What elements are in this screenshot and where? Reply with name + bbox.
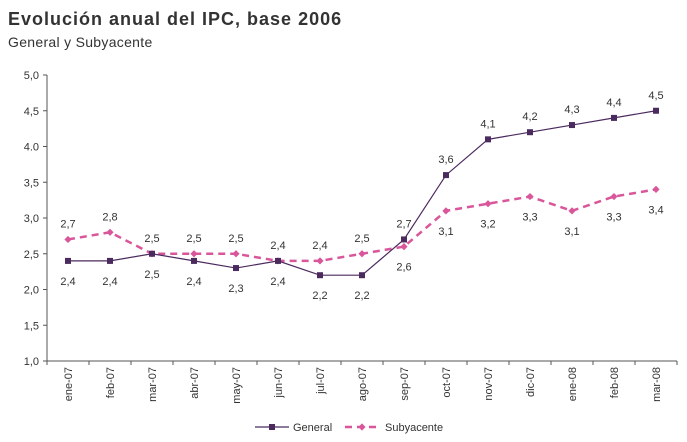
x-tick-label: jul-07 — [315, 367, 327, 395]
x-tick-label: ene-07 — [63, 367, 75, 401]
point-general — [275, 257, 281, 264]
x-tick-label: sep-07 — [399, 367, 411, 401]
y-tick-label: 2,5 — [24, 249, 39, 261]
data-label-subyacente: 3,3 — [522, 212, 537, 224]
data-label-subyacente: 3,2 — [480, 219, 495, 231]
data-label-general: 4,1 — [480, 118, 495, 130]
point-general — [653, 107, 659, 114]
data-label-general: 2,5 — [144, 233, 159, 245]
data-label-subyacente: 2,5 — [144, 269, 159, 281]
x-tick-label: abr-07 — [189, 367, 201, 399]
point-general — [611, 114, 617, 121]
data-label-subyacente: 3,1 — [438, 226, 453, 238]
point-subyacente — [610, 192, 618, 201]
data-label-general: 2,4 — [186, 276, 201, 288]
point-subyacente — [526, 192, 534, 201]
data-label-general: 2,2 — [312, 290, 327, 302]
legend-label-subyacente: Subyacente — [385, 422, 443, 434]
chart-subtitle: General y Subyacente — [8, 34, 153, 50]
y-tick-label: 5,0 — [24, 70, 39, 82]
point-general — [317, 272, 323, 279]
point-subyacente — [400, 243, 408, 251]
data-label-subyacente: 3,3 — [606, 212, 621, 224]
point-subyacente — [484, 200, 492, 208]
data-label-general: 2,4 — [270, 240, 285, 252]
point-subyacente — [64, 235, 72, 244]
x-tick-label: jun-07 — [273, 367, 285, 399]
data-label-general: 2,4 — [60, 276, 75, 288]
data-label-general: 3,6 — [438, 154, 453, 166]
point-subyacente — [568, 207, 576, 215]
y-tick-label: 3,5 — [24, 177, 39, 189]
point-general — [359, 272, 365, 279]
x-tick-label: oct-07 — [441, 367, 453, 398]
data-label-subyacente: 2,4 — [312, 240, 327, 252]
point-general — [485, 136, 491, 143]
data-label-subyacente: 2,7 — [60, 218, 75, 230]
point-subyacente — [232, 250, 240, 258]
data-label-general: 2,7 — [396, 218, 411, 230]
x-tick-label: ago-07 — [357, 367, 369, 401]
x-tick-label: mar-08 — [651, 367, 663, 402]
data-label-subyacente: 2,5 — [186, 233, 201, 245]
point-general — [107, 257, 113, 264]
data-label-subyacente: 2,5 — [354, 233, 369, 245]
point-subyacente — [358, 250, 366, 258]
data-label-subyacente: 2,8 — [102, 211, 117, 223]
point-subyacente — [652, 185, 660, 193]
x-tick-label: may-07 — [231, 367, 243, 404]
data-label-general: 4,3 — [564, 104, 579, 116]
data-label-general: 2,2 — [354, 290, 369, 302]
point-general — [401, 236, 407, 243]
data-label-general: 4,4 — [606, 97, 621, 109]
data-label-subyacente: 2,6 — [396, 262, 411, 274]
data-label-general: 4,5 — [648, 90, 663, 102]
point-general — [233, 265, 239, 272]
legend-marker-subyacente — [358, 423, 366, 431]
data-label-subyacente: 3,1 — [564, 226, 579, 238]
legend-marker-general — [269, 424, 275, 430]
y-tick-label: 4.0 — [24, 142, 39, 154]
legend-label-general: General — [293, 422, 332, 434]
x-tick-label: dic-07 — [525, 367, 537, 397]
point-general — [443, 172, 449, 179]
point-general — [191, 257, 197, 264]
y-tick-label: 3,0 — [24, 213, 39, 225]
data-label-general: 2,4 — [102, 276, 117, 288]
x-tick-label: mar-07 — [147, 367, 159, 402]
x-tick-label: feb-08 — [609, 367, 621, 398]
x-tick-label: ene-08 — [567, 367, 579, 401]
point-general — [569, 122, 575, 129]
point-general — [527, 129, 533, 136]
point-general — [65, 257, 71, 264]
data-label-general: 2,3 — [228, 283, 243, 295]
data-label-subyacente: 2,5 — [228, 233, 243, 245]
point-subyacente — [316, 257, 324, 265]
point-general — [149, 250, 155, 257]
data-label-subyacente: 3,4 — [648, 204, 663, 216]
point-subyacente — [190, 250, 198, 258]
x-tick-label: nov-07 — [483, 367, 495, 401]
y-tick-label: 1,5 — [24, 320, 39, 332]
data-label-general: 4,2 — [522, 111, 537, 123]
point-subyacente — [106, 228, 114, 236]
y-tick-label: 4,5 — [24, 106, 39, 118]
y-tick-label: 2,0 — [24, 285, 39, 297]
chart-title: Evolución anual del IPC, base 2006 — [8, 9, 343, 29]
point-subyacente — [442, 207, 450, 215]
y-tick-label: 1,0 — [24, 356, 39, 368]
x-tick-label: feb-07 — [105, 367, 117, 398]
data-label-subyacente: 2,4 — [270, 276, 285, 288]
